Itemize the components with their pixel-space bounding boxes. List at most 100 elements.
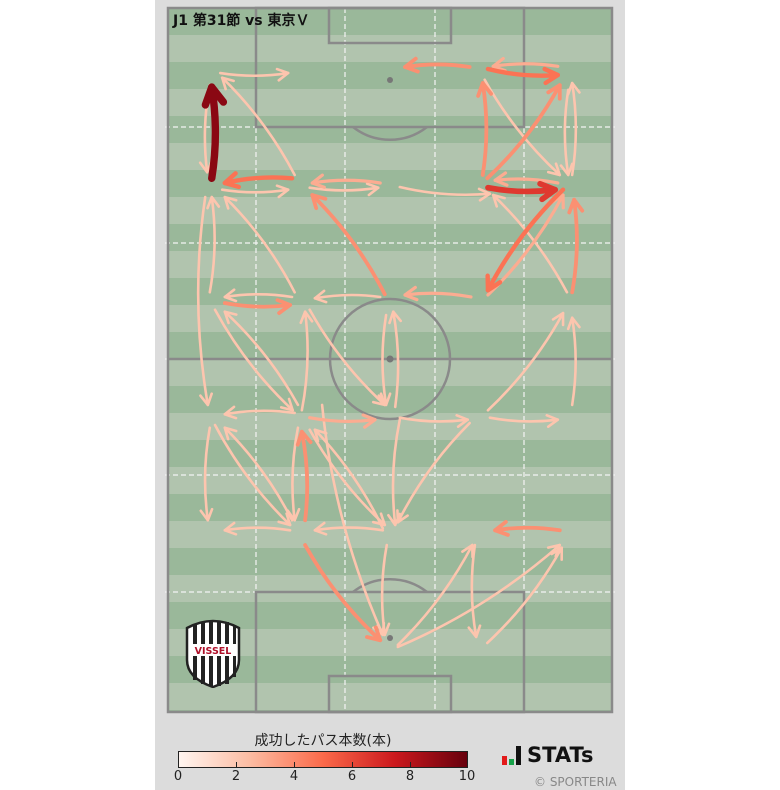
pass-arrow [222, 171, 295, 190]
pass-arrow [213, 308, 295, 412]
pass-arrow [485, 83, 562, 181]
pass-line [223, 293, 294, 299]
pass-line [398, 185, 492, 197]
pass-arrow [201, 83, 228, 183]
pass-line [196, 195, 210, 407]
colorbar-tick [294, 762, 295, 767]
colorbar-tick-label: 0 [173, 769, 183, 784]
colorbar [178, 751, 468, 768]
legend-title: 成功したパス本数(本) [254, 733, 392, 749]
arrowhead-icon [365, 182, 380, 197]
stats-logo-icon [502, 746, 521, 765]
arrowhead-icon [566, 316, 581, 331]
arrowhead-icon [377, 392, 392, 407]
arrowhead-icon [313, 521, 328, 536]
pass-arrow [467, 543, 482, 639]
chart-title: J1 第31節 vs 東京Ｖ [173, 13, 310, 29]
arrowhead-icon [396, 509, 409, 524]
pass-line [313, 526, 385, 532]
pass-line [403, 291, 473, 299]
pass-arrow [486, 311, 565, 412]
pass-line [310, 178, 382, 185]
pass-line [308, 428, 387, 527]
colorbar-tick [410, 762, 411, 767]
pass-arrow [220, 184, 290, 199]
arrowhead-icon [467, 624, 482, 639]
arrowhead-icon [222, 171, 241, 190]
arrowhead-icon [275, 298, 293, 315]
arrowhead-icon [491, 56, 507, 73]
pass-line [381, 313, 388, 407]
pass-line [220, 76, 296, 177]
arrowhead-icon [310, 193, 328, 211]
pass-arrow [223, 405, 296, 420]
arrowhead-icon [371, 512, 387, 527]
pass-arrow [376, 543, 391, 637]
pass-arrow [223, 426, 294, 522]
colorbar-tick-label: 10 [458, 769, 476, 784]
pass-line [480, 81, 489, 177]
arrowhead-icon [455, 414, 470, 428]
pass-arrow [223, 195, 296, 294]
center-spot [386, 355, 394, 363]
pass-line [208, 83, 220, 183]
stats-brand: STATs [527, 743, 594, 767]
pass-arrow [223, 310, 300, 407]
pass-line [380, 543, 389, 637]
arrowhead-icon [223, 310, 238, 325]
pass-arrow [485, 187, 566, 293]
arrowhead-icon [313, 289, 328, 304]
pass-line [223, 526, 292, 532]
pass-arrow [403, 285, 473, 302]
pass-arrow [485, 180, 558, 203]
pass-line [485, 546, 564, 645]
pass-line [485, 184, 558, 195]
pass-arrow [559, 88, 574, 177]
arrowhead-icon [537, 180, 558, 203]
pass-line [488, 416, 560, 423]
arrowhead-icon [376, 622, 391, 637]
arrowhead-icon [201, 83, 228, 109]
pass-arrow [485, 546, 564, 645]
pass-line [403, 62, 472, 69]
pass-arrow [299, 310, 314, 412]
pass-line [222, 175, 295, 186]
pass-line [320, 403, 385, 637]
pass-line [223, 195, 296, 294]
pass-line [570, 316, 577, 407]
arrowhead-icon [361, 413, 377, 429]
arrowhead-icon [545, 414, 560, 428]
pass-line [308, 416, 377, 423]
arrowhead-icon [206, 195, 221, 210]
pass-line [213, 308, 295, 412]
pass-arrow [493, 171, 560, 187]
colorbar-tick-label: 6 [347, 769, 357, 784]
pass-line [310, 193, 387, 297]
pass-arrow [303, 543, 383, 643]
pass-line [391, 310, 400, 409]
arrowhead-icon [551, 311, 565, 327]
arrowhead-icon [199, 507, 214, 522]
pass-arrow [396, 543, 474, 647]
pass-line [208, 195, 216, 294]
pass-arrow [488, 414, 560, 428]
pass-arrow [310, 173, 382, 189]
arrowhead-icon [223, 426, 238, 441]
arrowhead-icon [223, 288, 238, 303]
pass-arrow [566, 81, 581, 177]
pass-arrow [295, 429, 313, 523]
pass-line [485, 66, 561, 78]
penalty-spot [387, 77, 393, 83]
penalty-spot [387, 635, 393, 641]
pass-arrow [485, 66, 561, 86]
pass-line [299, 429, 310, 523]
pass-arrow [223, 521, 292, 536]
pass-arrow [222, 298, 293, 315]
pass-arrow [403, 56, 472, 74]
pass-arrow [396, 543, 562, 649]
pass-line [485, 187, 566, 293]
arrowhead-icon [299, 310, 314, 325]
pass-line [291, 426, 300, 522]
pass-arrow [476, 81, 493, 177]
